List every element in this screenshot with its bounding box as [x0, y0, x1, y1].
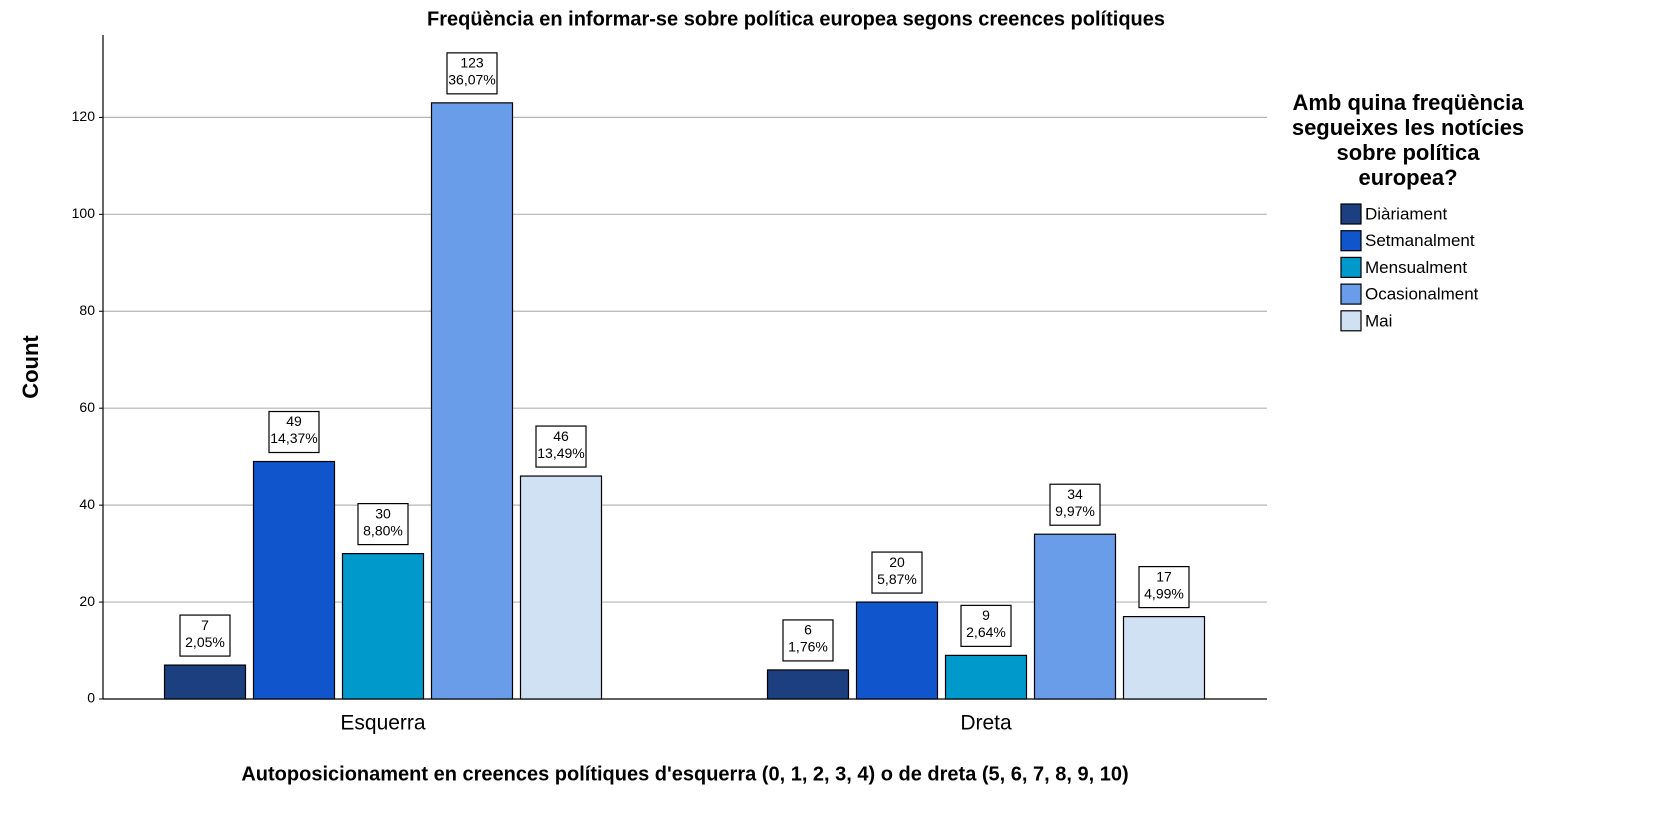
chart-title: Freqüència en informar-se sobre política… [427, 8, 1165, 30]
percent-label: 8,80% [363, 522, 403, 538]
y-tick-label: 100 [72, 205, 96, 221]
legend-swatch [1340, 310, 1362, 332]
y-tick-label: 60 [79, 399, 95, 415]
percent-label: 2,64% [966, 624, 1006, 640]
legend-title: Amb quina freqüència segueixes les notíc… [1291, 90, 1525, 190]
bar [252, 460, 336, 700]
legend-label: Diàriament [1365, 204, 1447, 223]
legend-swatch [1340, 256, 1362, 278]
bar [1122, 616, 1206, 700]
data-label: 49 [286, 413, 302, 429]
data-label: 34 [1067, 486, 1083, 502]
data-label-box [446, 52, 498, 95]
percent-label: 4,99% [1144, 585, 1184, 601]
bar [944, 654, 1028, 700]
y-axis-title: Count [18, 335, 43, 399]
bar [1033, 533, 1117, 700]
bar [163, 664, 247, 700]
data-label: 20 [889, 554, 905, 570]
data-label-box [782, 619, 834, 662]
percent-label: 14,37% [270, 430, 317, 446]
percent-label: 1,76% [788, 639, 828, 655]
data-label-box [1138, 566, 1190, 609]
bar [341, 552, 425, 700]
legend-label: Setmanalment [1365, 231, 1475, 250]
data-label-box [535, 425, 587, 468]
x-tick-label: Dreta [960, 712, 1012, 735]
bar [430, 102, 514, 700]
data-label: 17 [1156, 568, 1172, 584]
data-label-box [268, 410, 320, 454]
bar [766, 669, 850, 700]
data-label-box [179, 614, 231, 657]
percent-label: 13,49% [537, 445, 584, 461]
y-tick-label: 40 [79, 496, 95, 512]
y-tick-label: 120 [72, 108, 96, 124]
data-label-box [357, 502, 409, 546]
percent-label: 2,05% [185, 634, 225, 650]
percent-label: 9,97% [1055, 503, 1095, 519]
data-label: 7 [201, 617, 209, 633]
y-tick-label: 80 [79, 302, 95, 318]
x-axis-title: Autoposicionament en creences polítiques… [241, 763, 1128, 785]
legend-label: Mensualment [1365, 258, 1467, 277]
legend-label: Ocasionalment [1365, 285, 1479, 304]
legend-swatch [1340, 230, 1362, 252]
bar [519, 475, 603, 700]
bar [855, 601, 939, 700]
data-label-box [960, 604, 1012, 647]
legend-swatch [1340, 283, 1362, 305]
legend-label: Mai [1365, 311, 1392, 330]
x-tick-label: Esquerra [340, 712, 426, 735]
data-label: 46 [553, 428, 569, 444]
data-label-box [871, 551, 923, 594]
percent-label: 36,07% [448, 72, 495, 88]
legend-swatch [1340, 203, 1362, 225]
data-label: 6 [804, 622, 812, 638]
y-tick-label: 0 [87, 690, 95, 706]
data-label: 123 [460, 55, 484, 71]
percent-label: 5,87% [877, 571, 917, 587]
data-label: 30 [375, 505, 391, 521]
y-tick-label: 20 [79, 593, 95, 609]
data-label-box [1049, 483, 1101, 526]
data-label: 9 [982, 607, 990, 623]
